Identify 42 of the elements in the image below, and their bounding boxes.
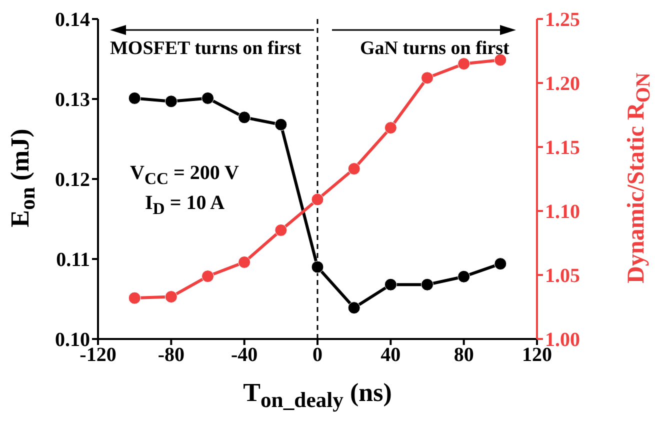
y-tick-label: 0.12 [55, 169, 90, 192]
point [384, 278, 397, 291]
y2-tick-label: 1.25 [545, 9, 580, 32]
x-tick-label: -80 [158, 344, 185, 366]
point [494, 54, 507, 66]
y-tick-label: 0.10 [55, 329, 90, 352]
annotation: MOSFET turns on first [110, 38, 302, 60]
point [421, 72, 434, 84]
annotation: GaN turns on first [360, 38, 510, 60]
x-tick-label: 0 [312, 344, 322, 366]
point [274, 118, 288, 131]
x-tick-label: -40 [230, 344, 258, 366]
x-axis-title: T$_{on_dealy}$ (ns) [242, 378, 393, 414]
y2-tick-label: 1.05 [545, 265, 580, 288]
y-tick-label: 0.11 [56, 249, 90, 272]
y2-tick-label: 1.20 [545, 73, 580, 96]
point [202, 270, 214, 283]
point [494, 258, 507, 270]
point [458, 270, 470, 283]
point [348, 162, 360, 176]
y-tick-label: 0.14 [55, 9, 90, 32]
point [238, 111, 251, 124]
point [311, 193, 324, 206]
point [128, 292, 141, 304]
point [128, 92, 141, 104]
point [238, 256, 251, 268]
point [348, 302, 360, 314]
annotation: I$_{D}$ = 10 A [145, 192, 225, 219]
y-tick-label: 0.13 [55, 89, 90, 112]
point [311, 260, 324, 274]
point [458, 58, 470, 70]
point [164, 290, 178, 304]
x-tick-label: 40 [380, 344, 401, 366]
point [421, 278, 434, 291]
y2-tick-label: 1.10 [545, 201, 580, 224]
annotation: V$_{CC}$ = 200 V [130, 162, 239, 189]
y2-tick-label: 1.15 [545, 137, 580, 160]
point [202, 92, 214, 104]
x-tick-label: 80 [454, 344, 474, 366]
point [274, 224, 288, 236]
point [384, 122, 397, 134]
point [164, 95, 178, 108]
